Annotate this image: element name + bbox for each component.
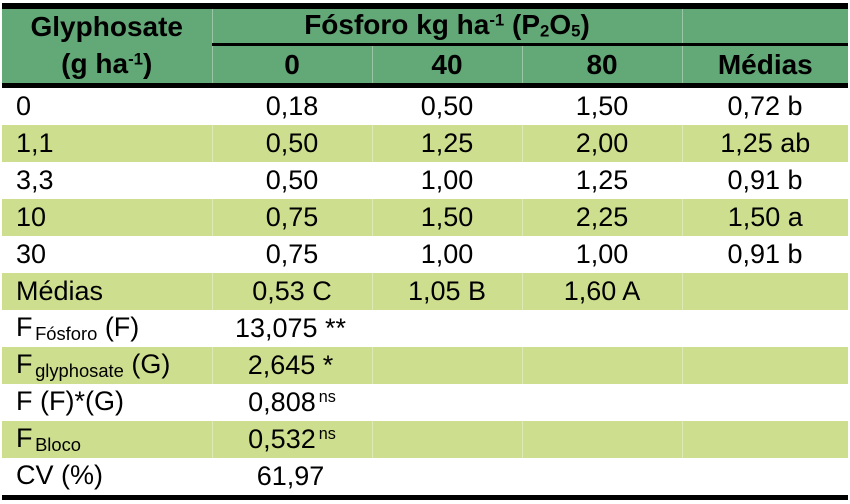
data-cell: 2,00 xyxy=(521,125,683,162)
empty-cell xyxy=(682,384,848,421)
data-cell: 0,18 xyxy=(265,91,319,121)
data-cell: 1,60 A xyxy=(521,273,683,310)
stat-value: 61,97 xyxy=(256,461,325,491)
data-cell: 1,25 xyxy=(371,125,522,162)
data-cell: 1,50 xyxy=(371,199,522,236)
subscript-five: 5 xyxy=(571,21,581,41)
table-row: 3,3 0,50 1,00 1,25 0,91 b xyxy=(2,162,848,199)
stat-row: F Fósforo (F) 13,075 ** xyxy=(2,310,848,347)
significance-marker: * xyxy=(315,350,334,380)
data-cell: 0,50 xyxy=(211,125,372,162)
empty-cell xyxy=(682,458,848,498)
significance-marker-sup: ns xyxy=(318,388,336,407)
superscript-minus-one: -1 xyxy=(489,10,505,30)
stat-value: 13,075 ** xyxy=(234,313,347,343)
data-cell: 1,25 xyxy=(575,165,629,195)
col-header-medias: Médias xyxy=(681,44,849,88)
subscript-two: 2 xyxy=(540,21,550,41)
empty-cell xyxy=(521,421,683,458)
table-row: 30 0,75 1,00 1,00 0,91 b xyxy=(2,236,848,273)
header-row-columns: (g ha-1) 0 40 80 Médias xyxy=(2,44,849,88)
row-label: 3,3 xyxy=(16,165,54,195)
stat-label: F (F)*(G) xyxy=(16,385,124,416)
header-row-group: Glyphosate Fósforo kg ha-1 (P2O5) xyxy=(2,6,849,46)
data-cell: 1,50 a xyxy=(681,199,849,236)
stat-label: F Fósforo (F) xyxy=(16,311,140,344)
significance-marker-sup: ns xyxy=(318,425,336,444)
empty-cell xyxy=(681,273,849,310)
data-cell: 2,25 xyxy=(521,199,683,236)
row-label: Médias xyxy=(2,273,212,310)
empty-cell xyxy=(681,347,849,384)
stat-row: F Bloco 0,532 ns xyxy=(2,421,849,458)
stat-label-subscript: glyphosate xyxy=(35,359,124,381)
col-header-0: 0 xyxy=(211,44,372,88)
stat-row: CV (%) 61,97 xyxy=(2,458,848,498)
table-row: 1,1 0,50 1,25 2,00 1,25 ab xyxy=(2,125,849,162)
empty-cell xyxy=(521,347,683,384)
stat-label-subscript: Bloco xyxy=(35,433,81,455)
data-cell: 0,50 xyxy=(420,91,474,121)
phosphorus-group-header: Fósforo kg ha-1 (P2O5) xyxy=(211,6,683,46)
glyphosate-phosphorus-table: Glyphosate Fósforo kg ha-1 (P2O5) (g ha-… xyxy=(2,3,849,500)
stat-value: 0,808 ns xyxy=(248,387,336,417)
stat-row: F (F)*(G) 0,808 ns xyxy=(2,384,848,421)
empty-cell xyxy=(371,347,522,384)
data-cell: 0,91 b xyxy=(727,165,803,195)
empty-cell xyxy=(682,310,848,347)
col-header-80: 80 xyxy=(521,44,683,88)
row-label: 30 xyxy=(16,239,47,269)
table-row-means: Médias 0,53 C 1,05 B 1,60 A xyxy=(2,273,849,310)
data-cell: 1,25 ab xyxy=(681,125,849,162)
empty-cell xyxy=(372,458,522,498)
data-cell: 1,00 xyxy=(575,239,629,269)
row-label: 0 xyxy=(16,91,32,121)
glyphosate-header-label: Glyphosate xyxy=(30,10,183,42)
data-cell: 1,50 xyxy=(575,91,629,121)
data-cell: 0,50 xyxy=(265,165,319,195)
superscript-minus-one: -1 xyxy=(128,49,143,69)
empty-cell xyxy=(522,310,682,347)
table-row: 10 0,75 1,50 2,25 1,50 a xyxy=(2,199,849,236)
glyphosate-header: Glyphosate xyxy=(2,6,212,45)
data-cell: 1,05 B xyxy=(371,273,522,310)
data-cell: 1,00 xyxy=(420,165,474,195)
stat-label-subscript: Fósforo xyxy=(35,322,98,344)
data-cell: 0,91 b xyxy=(727,239,803,269)
row-label: 1,1 xyxy=(2,125,212,162)
glyphosate-unit-label: (g ha-1) xyxy=(61,47,153,79)
empty-cell xyxy=(371,421,522,458)
data-cell: 0,72 b xyxy=(727,91,803,121)
header-spacer xyxy=(681,6,849,46)
empty-cell xyxy=(681,421,849,458)
data-cell: 0,75 xyxy=(211,199,372,236)
empty-cell xyxy=(372,384,522,421)
empty-cell xyxy=(522,458,682,498)
row-label: 10 xyxy=(2,199,212,236)
data-cell: 0,75 xyxy=(265,239,319,269)
stat-label: F Bloco xyxy=(2,421,212,458)
data-cell: 0,53 C xyxy=(211,273,372,310)
stat-value: 0,532 ns xyxy=(211,421,372,458)
stat-label: CV (%) xyxy=(16,459,103,490)
glyphosate-unit-header: (g ha-1) xyxy=(2,44,212,88)
empty-cell xyxy=(522,384,682,421)
data-cell: 1,00 xyxy=(420,239,474,269)
col-header-40: 40 xyxy=(371,44,522,88)
phosphorus-group-label: Fósforo kg ha-1 (P2O5) xyxy=(304,9,590,41)
table-row: 0 0,18 0,50 1,50 0,72 b xyxy=(2,86,848,126)
significance-marker: ** xyxy=(317,313,347,343)
empty-cell xyxy=(372,310,522,347)
stat-value: 2,645 * xyxy=(211,347,372,384)
